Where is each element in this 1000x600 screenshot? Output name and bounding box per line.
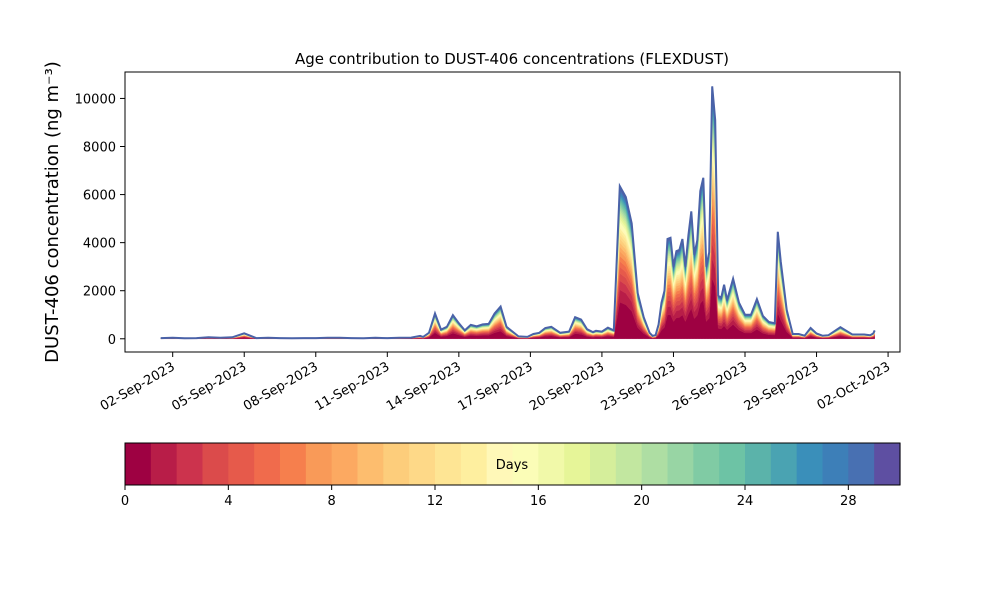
colorbar-tick-label-0: 0 [121, 494, 129, 509]
colorbar-swatch-16 [538, 443, 565, 485]
age-layer-24 [160, 104, 875, 339]
x-tick-label-1: 05-Sep-2023 [169, 359, 249, 414]
x-tick-label-8: 26-Sep-2023 [670, 359, 750, 414]
colorbar-swatch-4 [228, 443, 255, 485]
colorbar-swatch-1 [150, 443, 178, 485]
colorbar-tick-label-7: 28 [840, 494, 857, 509]
colorbar-swatch-26 [796, 443, 824, 485]
age-layer-15 [160, 144, 875, 339]
age-layer-21 [160, 117, 875, 339]
x-tick-label-10: 02-Oct-2023 [815, 359, 893, 413]
colorbar-label: Days [496, 458, 529, 473]
age-layer-14 [160, 150, 875, 339]
age-layer-13 [160, 155, 875, 339]
x-tick-label-3: 11-Sep-2023 [312, 359, 392, 414]
age-colorbar [124, 442, 901, 486]
colorbar-swatch-0 [125, 443, 152, 485]
y-tick-label-2: 4000 [83, 237, 116, 252]
colorbar-ticks: 0 4 8 12 16 20 24 28 [121, 485, 857, 509]
age-layer-11 [160, 166, 875, 339]
age-layer-12 [160, 161, 875, 339]
colorbar-swatch-17 [564, 443, 591, 485]
age-layer-9 [160, 179, 875, 339]
age-layer-27 [160, 93, 875, 339]
colorbar-swatch-28 [848, 443, 875, 485]
age-area-layers [160, 86, 876, 340]
x-tick-label-2: 08-Sep-2023 [241, 359, 321, 414]
x-tick-label-9: 29-Sep-2023 [742, 359, 822, 414]
y-tick-label-0: 0 [108, 333, 116, 348]
age-layer-29 [160, 86, 875, 339]
colorbar-swatch-8 [331, 443, 359, 485]
colorbar-tick-label-6: 24 [737, 494, 754, 509]
age-layer-19 [160, 125, 875, 339]
colorbar-swatch-18 [590, 443, 617, 485]
colorbar-swatch-19 [615, 443, 643, 485]
colorbar-swatch-3 [202, 443, 229, 485]
colorbar-swatch-11 [409, 443, 436, 485]
age-layer-16 [160, 139, 875, 339]
y-axis: 0 2000 4000 6000 8000 10000 [75, 92, 125, 348]
colorbar-swatch-22 [693, 443, 720, 485]
age-layer-8 [160, 186, 875, 339]
age-layer-20 [160, 121, 875, 339]
colorbar-tick-label-2: 8 [328, 494, 336, 509]
y-axis-label: DUST-406 concentration (ng m⁻³) [42, 61, 63, 363]
colorbar-tick-label-5: 20 [633, 494, 650, 509]
colorbar-swatch-20 [641, 443, 669, 485]
colorbar-swatch-24 [745, 443, 772, 485]
colorbar-swatch-9 [357, 443, 384, 485]
y-tick-label-3: 6000 [83, 189, 116, 204]
colorbar-swatch-23 [719, 443, 746, 485]
age-layer-17 [160, 135, 875, 339]
y-tick-label-1: 2000 [83, 285, 116, 300]
age-layer-6 [160, 201, 875, 339]
total-concentration-line [160, 86, 876, 340]
colorbar-tick-label-3: 12 [427, 494, 444, 509]
x-tick-label-6: 20-Sep-2023 [527, 359, 607, 414]
age-layer-18 [160, 130, 875, 339]
x-tick-label-5: 17-Sep-2023 [456, 359, 536, 414]
colorbar-swatch-2 [176, 443, 204, 485]
chart-title: Age contribution to DUST-406 concentrati… [295, 50, 729, 68]
colorbar-swatch-21 [667, 443, 694, 485]
age-layer-23 [160, 108, 875, 339]
colorbar-tick-label-1: 4 [224, 494, 232, 509]
x-axis: 02-Sep-202305-Sep-202308-Sep-202311-Sep-… [98, 352, 893, 414]
age-layer-25 [160, 101, 875, 339]
colorbar-swatch-15 [512, 443, 539, 485]
colorbar-swatch-25 [770, 443, 798, 485]
colorbar-frame [124, 442, 901, 486]
x-tick-label-7: 23-Sep-2023 [599, 359, 679, 414]
x-tick-label-4: 14-Sep-2023 [384, 359, 464, 414]
age-layer-26 [160, 97, 875, 339]
colorbar-swatch-14 [486, 443, 514, 485]
colorbar-swatch-13 [460, 443, 488, 485]
age-layer-22 [160, 113, 875, 339]
age-layer-28 [160, 89, 875, 339]
age-layer-10 [160, 173, 875, 339]
colorbar-swatch-7 [305, 443, 333, 485]
colorbar-swatch-10 [383, 443, 410, 485]
y-tick-label-4: 8000 [83, 141, 116, 156]
colorbar-swatch-27 [822, 443, 849, 485]
colorbar-swatch-12 [435, 443, 462, 485]
plot-area-frame [124, 71, 901, 353]
colorbar-swatch-29 [874, 443, 901, 485]
age-layer-7 [160, 193, 875, 339]
colorbar-swatch-5 [254, 443, 281, 485]
x-tick-label-0: 02-Sep-2023 [98, 359, 178, 414]
y-tick-label-5: 10000 [75, 92, 116, 107]
colorbar-swatch-6 [280, 443, 307, 485]
colorbar-tick-label-4: 16 [530, 494, 547, 509]
